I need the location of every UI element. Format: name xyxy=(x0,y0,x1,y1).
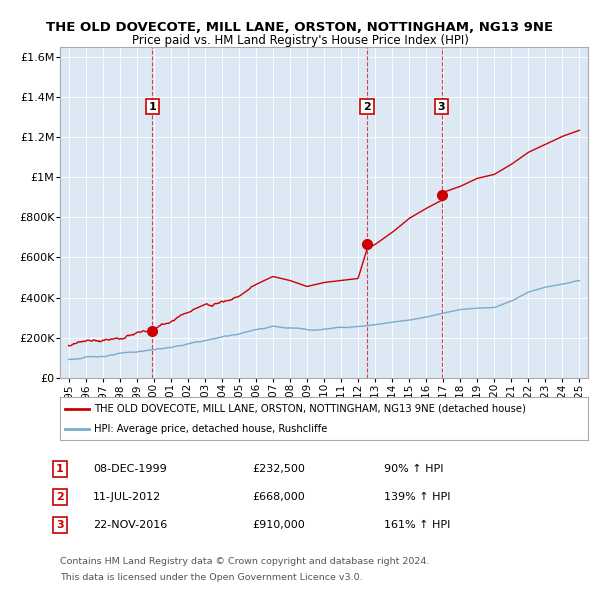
Text: This data is licensed under the Open Government Licence v3.0.: This data is licensed under the Open Gov… xyxy=(60,572,362,582)
Text: £668,000: £668,000 xyxy=(252,492,305,502)
Text: 161% ↑ HPI: 161% ↑ HPI xyxy=(384,520,451,530)
Text: Price paid vs. HM Land Registry's House Price Index (HPI): Price paid vs. HM Land Registry's House … xyxy=(131,34,469,47)
Text: 1: 1 xyxy=(56,464,64,474)
Text: THE OLD DOVECOTE, MILL LANE, ORSTON, NOTTINGHAM, NG13 9NE: THE OLD DOVECOTE, MILL LANE, ORSTON, NOT… xyxy=(46,21,554,34)
Text: £910,000: £910,000 xyxy=(252,520,305,530)
Text: 2: 2 xyxy=(56,492,64,502)
Text: THE OLD DOVECOTE, MILL LANE, ORSTON, NOTTINGHAM, NG13 9NE (detached house): THE OLD DOVECOTE, MILL LANE, ORSTON, NOT… xyxy=(94,404,526,414)
Text: 90% ↑ HPI: 90% ↑ HPI xyxy=(384,464,443,474)
Text: 3: 3 xyxy=(438,101,445,112)
Text: 08-DEC-1999: 08-DEC-1999 xyxy=(93,464,167,474)
Text: 1: 1 xyxy=(148,101,156,112)
Text: 2: 2 xyxy=(363,101,371,112)
Text: 139% ↑ HPI: 139% ↑ HPI xyxy=(384,492,451,502)
Text: 3: 3 xyxy=(56,520,64,530)
Text: Contains HM Land Registry data © Crown copyright and database right 2024.: Contains HM Land Registry data © Crown c… xyxy=(60,557,430,566)
Text: 11-JUL-2012: 11-JUL-2012 xyxy=(93,492,161,502)
Text: HPI: Average price, detached house, Rushcliffe: HPI: Average price, detached house, Rush… xyxy=(94,424,328,434)
Text: £232,500: £232,500 xyxy=(252,464,305,474)
Text: 22-NOV-2016: 22-NOV-2016 xyxy=(93,520,167,530)
